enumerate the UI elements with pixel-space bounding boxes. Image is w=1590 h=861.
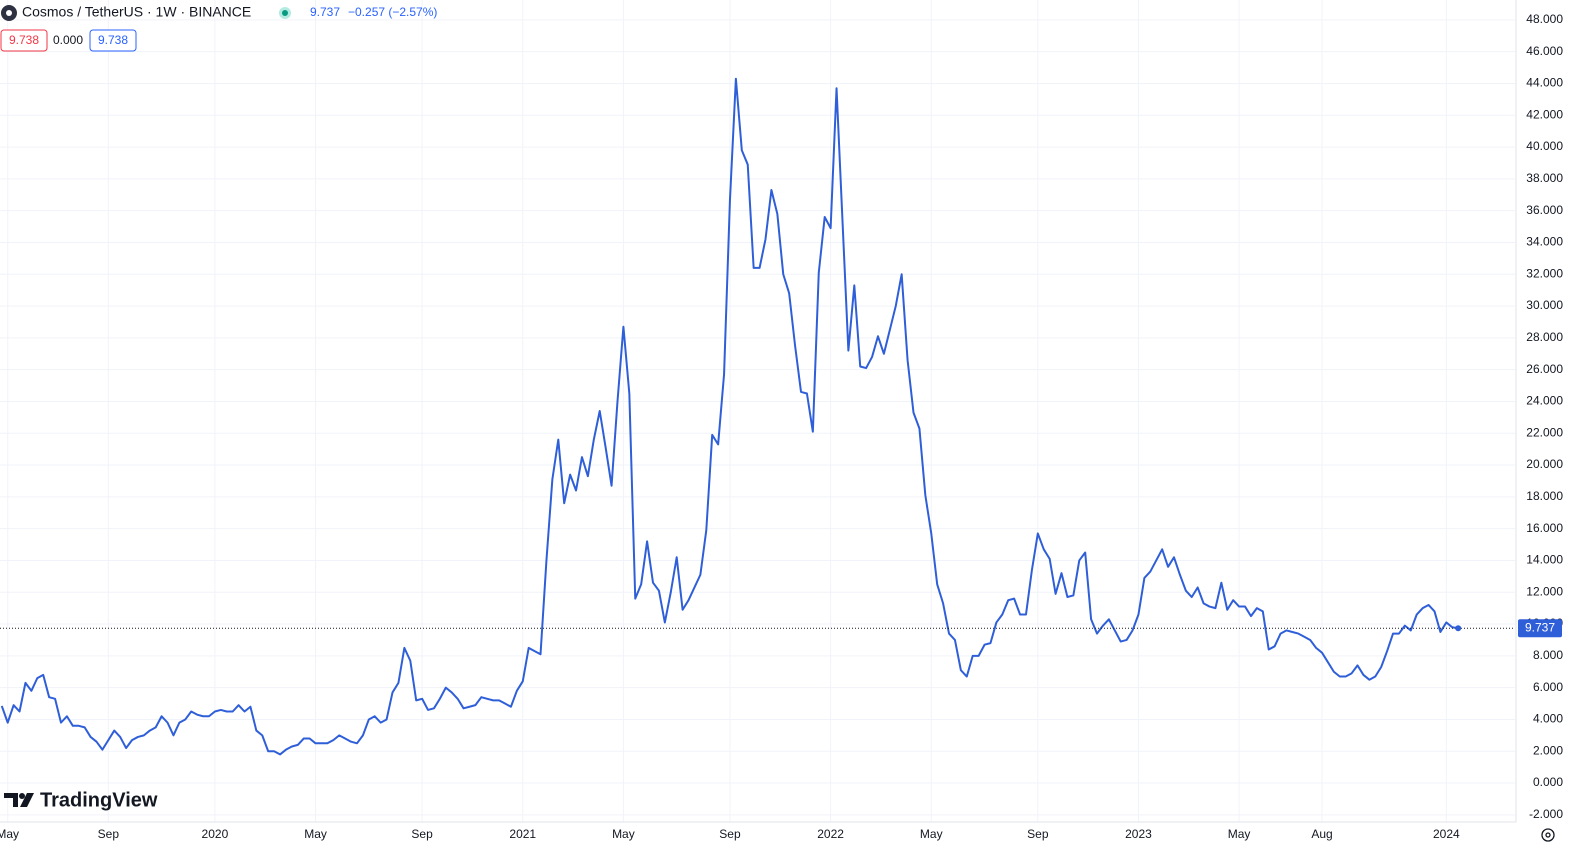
y-tick-label: 40.000 (1526, 139, 1563, 153)
ask-price: 9.738 (98, 33, 128, 47)
ask-box[interactable] (89, 29, 137, 52)
y-tick-label: 30.000 (1526, 298, 1563, 312)
price-change: −0.257 (−2.57%) (348, 5, 437, 19)
y-tick-label: 2.000 (1533, 743, 1563, 757)
y-tick-label: 28.000 (1526, 330, 1563, 344)
y-tick-label: 12.000 (1526, 584, 1563, 598)
x-tick-label: Sep (98, 827, 120, 841)
spread: 0.000 (53, 33, 83, 47)
settings-icon[interactable] (1541, 828, 1555, 842)
y-tick-label: 48.000 (1526, 12, 1563, 26)
y-tick-label: 42.000 (1526, 107, 1563, 121)
x-tick-label: 2022 (817, 827, 844, 841)
x-tick-label: May (920, 827, 943, 841)
x-tick-label: 2023 (1125, 827, 1152, 841)
y-tick-label: 16.000 (1526, 521, 1563, 535)
legend-header: Cosmos / TetherUS · 1W · BINANCE 9.737 −… (0, 4, 437, 52)
logo-dot (19, 793, 25, 799)
last-point (1455, 625, 1462, 632)
logo-mark (4, 793, 34, 807)
x-tick-label: May (304, 827, 327, 841)
y-tick-label: 4.000 (1533, 712, 1563, 726)
x-tick-label: May (612, 827, 635, 841)
x-tick-label: Sep (411, 827, 433, 841)
x-tick-label: May (0, 827, 19, 841)
x-tick-label: 2024 (1433, 827, 1460, 841)
watermark: TradingView (4, 789, 158, 811)
gear-ring (1541, 828, 1555, 842)
y-tick-label: 20.000 (1526, 457, 1563, 471)
y-tick-label: 36.000 (1526, 203, 1563, 217)
last-price-badge-label: 9.737 (1525, 620, 1555, 634)
last-price: 9.737 (310, 5, 340, 19)
x-tick-label: May (1228, 827, 1251, 841)
x-tick-label: 2020 (202, 827, 229, 841)
last-price-badge (1518, 619, 1562, 638)
x-tick-label: 2021 (509, 827, 536, 841)
symbol-icon-dot (6, 10, 12, 16)
y-tick-label: 8.000 (1533, 648, 1563, 662)
bid-price: 9.738 (9, 33, 39, 47)
y-tick-label: 34.000 (1526, 235, 1563, 249)
symbol-title[interactable]: Cosmos / TetherUS · 1W · BINANCE (22, 4, 251, 20)
x-tick-label: Aug (1311, 827, 1332, 841)
x-tick-label: Sep (719, 827, 741, 841)
grid (0, 0, 1515, 822)
logo-text: TradingView (40, 789, 158, 811)
price-line (0, 77, 1459, 756)
plot-area (0, 77, 1515, 756)
y-tick-label: 6.000 (1533, 680, 1563, 694)
market-status-dot (282, 10, 288, 16)
y-tick-label: 32.000 (1526, 266, 1563, 280)
bid-box[interactable] (0, 29, 48, 52)
y-tick-label: 24.000 (1526, 394, 1563, 408)
y-tick-label: 14.000 (1526, 553, 1563, 567)
y-tick-label: 0.000 (1533, 775, 1563, 789)
y-tick-label: 38.000 (1526, 171, 1563, 185)
y-tick-label: 46.000 (1526, 44, 1563, 58)
y-tick-label: 26.000 (1526, 362, 1563, 376)
y-tick-label: 18.000 (1526, 489, 1563, 503)
y-tick-label: 44.000 (1526, 76, 1563, 90)
y-tick-label: -2.000 (1529, 807, 1563, 821)
y-tick-label: 22.000 (1526, 425, 1563, 439)
x-tick-label: Sep (1027, 827, 1049, 841)
gear-center (1545, 832, 1551, 838)
